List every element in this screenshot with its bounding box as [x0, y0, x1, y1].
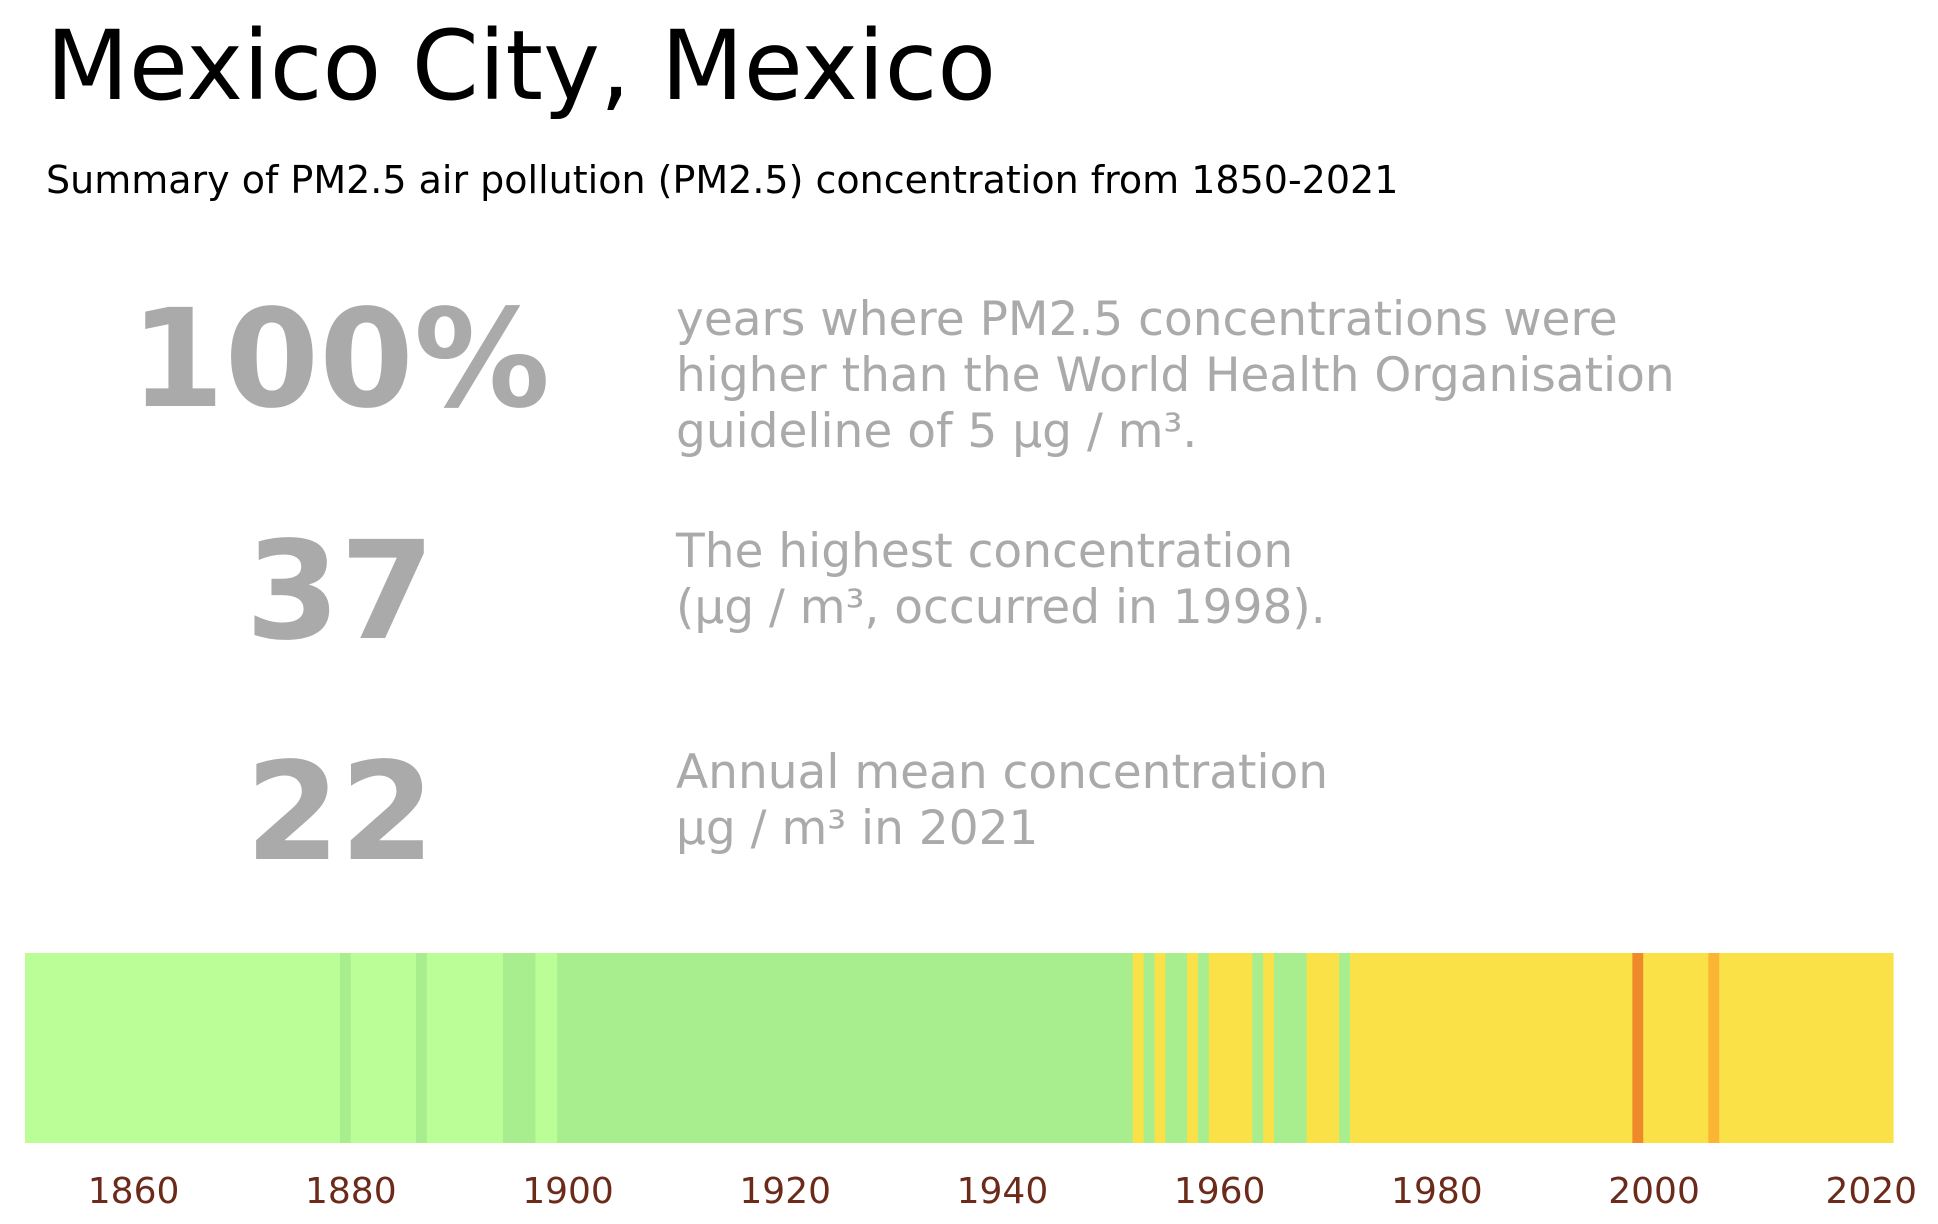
- stripe-1886-1887: [415, 953, 428, 1143]
- x-tick-label-2020: 2020: [1825, 1171, 1917, 1212]
- stat-mean-value: 22: [245, 734, 435, 892]
- x-tick-label-1920: 1920: [739, 1171, 831, 1212]
- stripe-1897-1899: [535, 953, 558, 1143]
- stripe-1998-1999: [1632, 953, 1644, 1143]
- stripe-1958-1959: [1197, 953, 1210, 1143]
- stripe-1963-1964: [1252, 953, 1264, 1143]
- stat-mean-line: µg / m³ in 2021: [676, 801, 1039, 856]
- stripe-1965-1968: [1273, 953, 1308, 1143]
- stripe-1850-1879: [25, 953, 341, 1143]
- page-subtitle: Summary of PM2.5 air pollution (PM2.5) c…: [46, 158, 1399, 202]
- x-tick-label-1880: 1880: [305, 1171, 397, 1212]
- stripe-2006-2022: [1719, 953, 1894, 1143]
- stat-highest-line: (µg / m³, occurred in 1998).: [676, 580, 1326, 635]
- stripe-1959-1963: [1208, 953, 1253, 1143]
- stripe-1887-1894: [426, 953, 504, 1143]
- stripe-1999-2005: [1643, 953, 1709, 1143]
- x-tick-label-1940: 1940: [957, 1171, 1049, 1212]
- stripe-1968-1971: [1306, 953, 1340, 1143]
- stat-percent-line: higher than the World Health Organisatio…: [676, 348, 1675, 403]
- x-tick-label-1960: 1960: [1174, 1171, 1266, 1212]
- x-tick-label-2000: 2000: [1608, 1171, 1700, 1212]
- stat-percent-line: guideline of 5 µg / m³.: [676, 404, 1198, 459]
- x-tick-label-1860: 1860: [88, 1171, 180, 1212]
- stat-mean-line: Annual mean concentration: [676, 745, 1329, 800]
- stripe-1964-1965: [1263, 953, 1275, 1143]
- stat-highest-value: 37: [245, 513, 435, 671]
- tick-group: 1860 1880 1900 1920 1940 1960 1980 2000 2020: [88, 1171, 1917, 1212]
- stripe-1955-1957: [1165, 953, 1188, 1143]
- page-title: Mexico City, Mexico: [46, 10, 997, 122]
- x-tick-label-1980: 1980: [1391, 1171, 1483, 1212]
- stat-mean-description: Annual mean concentration µg / m³ in 202…: [676, 745, 1328, 857]
- stat-highest-description: The highest concentration (µg / m³, occu…: [676, 524, 1326, 636]
- stripe-1954-1955: [1154, 953, 1166, 1143]
- stripe-group: [25, 953, 1894, 1143]
- stripe-1899-1952: [557, 953, 1134, 1143]
- stripe-1972-1998: [1349, 953, 1633, 1143]
- stat-percent-line: years where PM2.5 concentrations were: [676, 292, 1618, 347]
- stat-highest-line: The highest concentration: [676, 524, 1294, 579]
- stripe-1957-1958: [1187, 953, 1199, 1143]
- x-tick-label-1900: 1900: [522, 1171, 614, 1212]
- stripe-1952-1953: [1132, 953, 1145, 1143]
- stat-percent-value: 100%: [129, 281, 551, 439]
- stat-percent-description: years where PM2.5 concentrations were hi…: [676, 292, 1675, 460]
- stripe-1894-1897: [502, 953, 537, 1143]
- stripe-1953-1954: [1143, 953, 1156, 1143]
- stripe-1971-1972: [1339, 953, 1351, 1143]
- stripe-1879-1880: [339, 953, 352, 1143]
- stripe-2005-2006: [1708, 953, 1720, 1143]
- stripe-1880-1886: [350, 953, 417, 1143]
